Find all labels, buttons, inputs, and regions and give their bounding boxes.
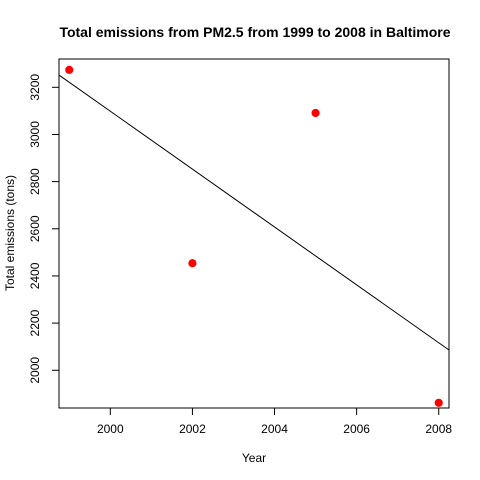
y-tick-label: 3000 — [28, 121, 42, 148]
trend-line-group — [58, 74, 450, 351]
data-points — [65, 65, 443, 407]
y-tick-label: 2800 — [28, 168, 42, 195]
x-tick-label: 2000 — [97, 422, 124, 436]
y-axis-label: Total emissions (tons) — [3, 175, 17, 291]
y-tick-label: 2000 — [28, 357, 42, 384]
y-axis: 2000 2200 2400 2600 2800 3000 3200 — [28, 74, 59, 384]
plot-frame — [58, 58, 450, 409]
data-point — [65, 65, 74, 74]
y-tick-label: 2200 — [28, 309, 42, 336]
trend-line — [58, 74, 450, 351]
data-point — [188, 259, 197, 268]
chart-title: Total emissions from PM2.5 from 1999 to … — [59, 24, 450, 40]
x-tick-label: 2002 — [179, 422, 206, 436]
data-point — [434, 398, 443, 407]
x-axis-label: Year — [242, 451, 266, 465]
x-tick-label: 2006 — [343, 422, 370, 436]
x-axis: 2000 2002 2004 2006 2008 — [97, 408, 452, 436]
y-tick-label: 3200 — [28, 74, 42, 101]
x-tick-label: 2004 — [261, 422, 288, 436]
x-tick-label: 2008 — [425, 422, 452, 436]
data-point — [311, 108, 320, 118]
y-tick-label: 2400 — [28, 262, 42, 289]
y-tick-label: 2600 — [28, 215, 42, 242]
